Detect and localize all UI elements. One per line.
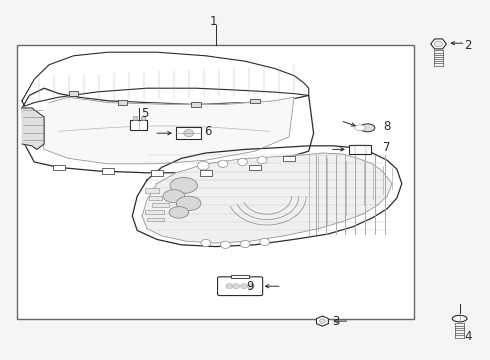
Ellipse shape bbox=[360, 124, 375, 132]
Circle shape bbox=[319, 319, 325, 323]
Polygon shape bbox=[142, 153, 392, 243]
Bar bbox=[145, 188, 159, 193]
Circle shape bbox=[260, 238, 270, 246]
Ellipse shape bbox=[163, 190, 185, 203]
Bar bbox=[102, 168, 114, 174]
Bar bbox=[130, 120, 147, 130]
Ellipse shape bbox=[170, 177, 197, 193]
Circle shape bbox=[238, 158, 247, 166]
Bar bbox=[149, 196, 162, 200]
Text: 2: 2 bbox=[464, 39, 472, 51]
Bar bbox=[283, 156, 295, 161]
Text: 3: 3 bbox=[332, 315, 340, 328]
Ellipse shape bbox=[176, 196, 201, 211]
Bar bbox=[200, 170, 212, 176]
Polygon shape bbox=[431, 39, 446, 49]
Circle shape bbox=[197, 161, 209, 170]
Ellipse shape bbox=[452, 315, 467, 322]
Bar bbox=[69, 91, 78, 96]
Circle shape bbox=[233, 284, 240, 289]
Polygon shape bbox=[22, 52, 309, 106]
Circle shape bbox=[247, 284, 254, 289]
Bar bbox=[133, 116, 137, 120]
Circle shape bbox=[201, 239, 211, 247]
Polygon shape bbox=[317, 316, 328, 326]
Circle shape bbox=[241, 284, 247, 289]
Circle shape bbox=[218, 160, 228, 167]
Text: 8: 8 bbox=[383, 120, 391, 132]
Polygon shape bbox=[39, 97, 294, 164]
Text: 4: 4 bbox=[464, 330, 472, 343]
Bar bbox=[231, 275, 249, 278]
Circle shape bbox=[240, 240, 250, 248]
Circle shape bbox=[226, 284, 233, 289]
Polygon shape bbox=[132, 146, 402, 247]
Bar bbox=[151, 170, 163, 176]
Polygon shape bbox=[22, 88, 314, 173]
Ellipse shape bbox=[169, 207, 189, 218]
Bar bbox=[145, 210, 164, 214]
Bar bbox=[152, 203, 169, 207]
Text: 7: 7 bbox=[383, 141, 391, 154]
Bar bbox=[250, 99, 260, 103]
Circle shape bbox=[257, 157, 267, 164]
Circle shape bbox=[184, 130, 194, 137]
FancyBboxPatch shape bbox=[218, 277, 263, 296]
Bar bbox=[176, 127, 201, 139]
Bar bbox=[249, 165, 261, 170]
Circle shape bbox=[220, 241, 230, 248]
Bar bbox=[17, 45, 414, 319]
Polygon shape bbox=[434, 41, 443, 47]
Bar bbox=[191, 102, 201, 107]
Text: 9: 9 bbox=[246, 280, 254, 293]
Text: 1: 1 bbox=[209, 15, 217, 28]
Bar bbox=[147, 218, 164, 221]
Text: 5: 5 bbox=[141, 107, 148, 120]
Ellipse shape bbox=[355, 125, 366, 131]
Bar bbox=[118, 100, 127, 105]
Polygon shape bbox=[22, 108, 44, 149]
Bar bbox=[349, 145, 371, 154]
Bar bbox=[141, 116, 145, 120]
Bar bbox=[53, 165, 65, 170]
Text: 6: 6 bbox=[204, 125, 212, 138]
